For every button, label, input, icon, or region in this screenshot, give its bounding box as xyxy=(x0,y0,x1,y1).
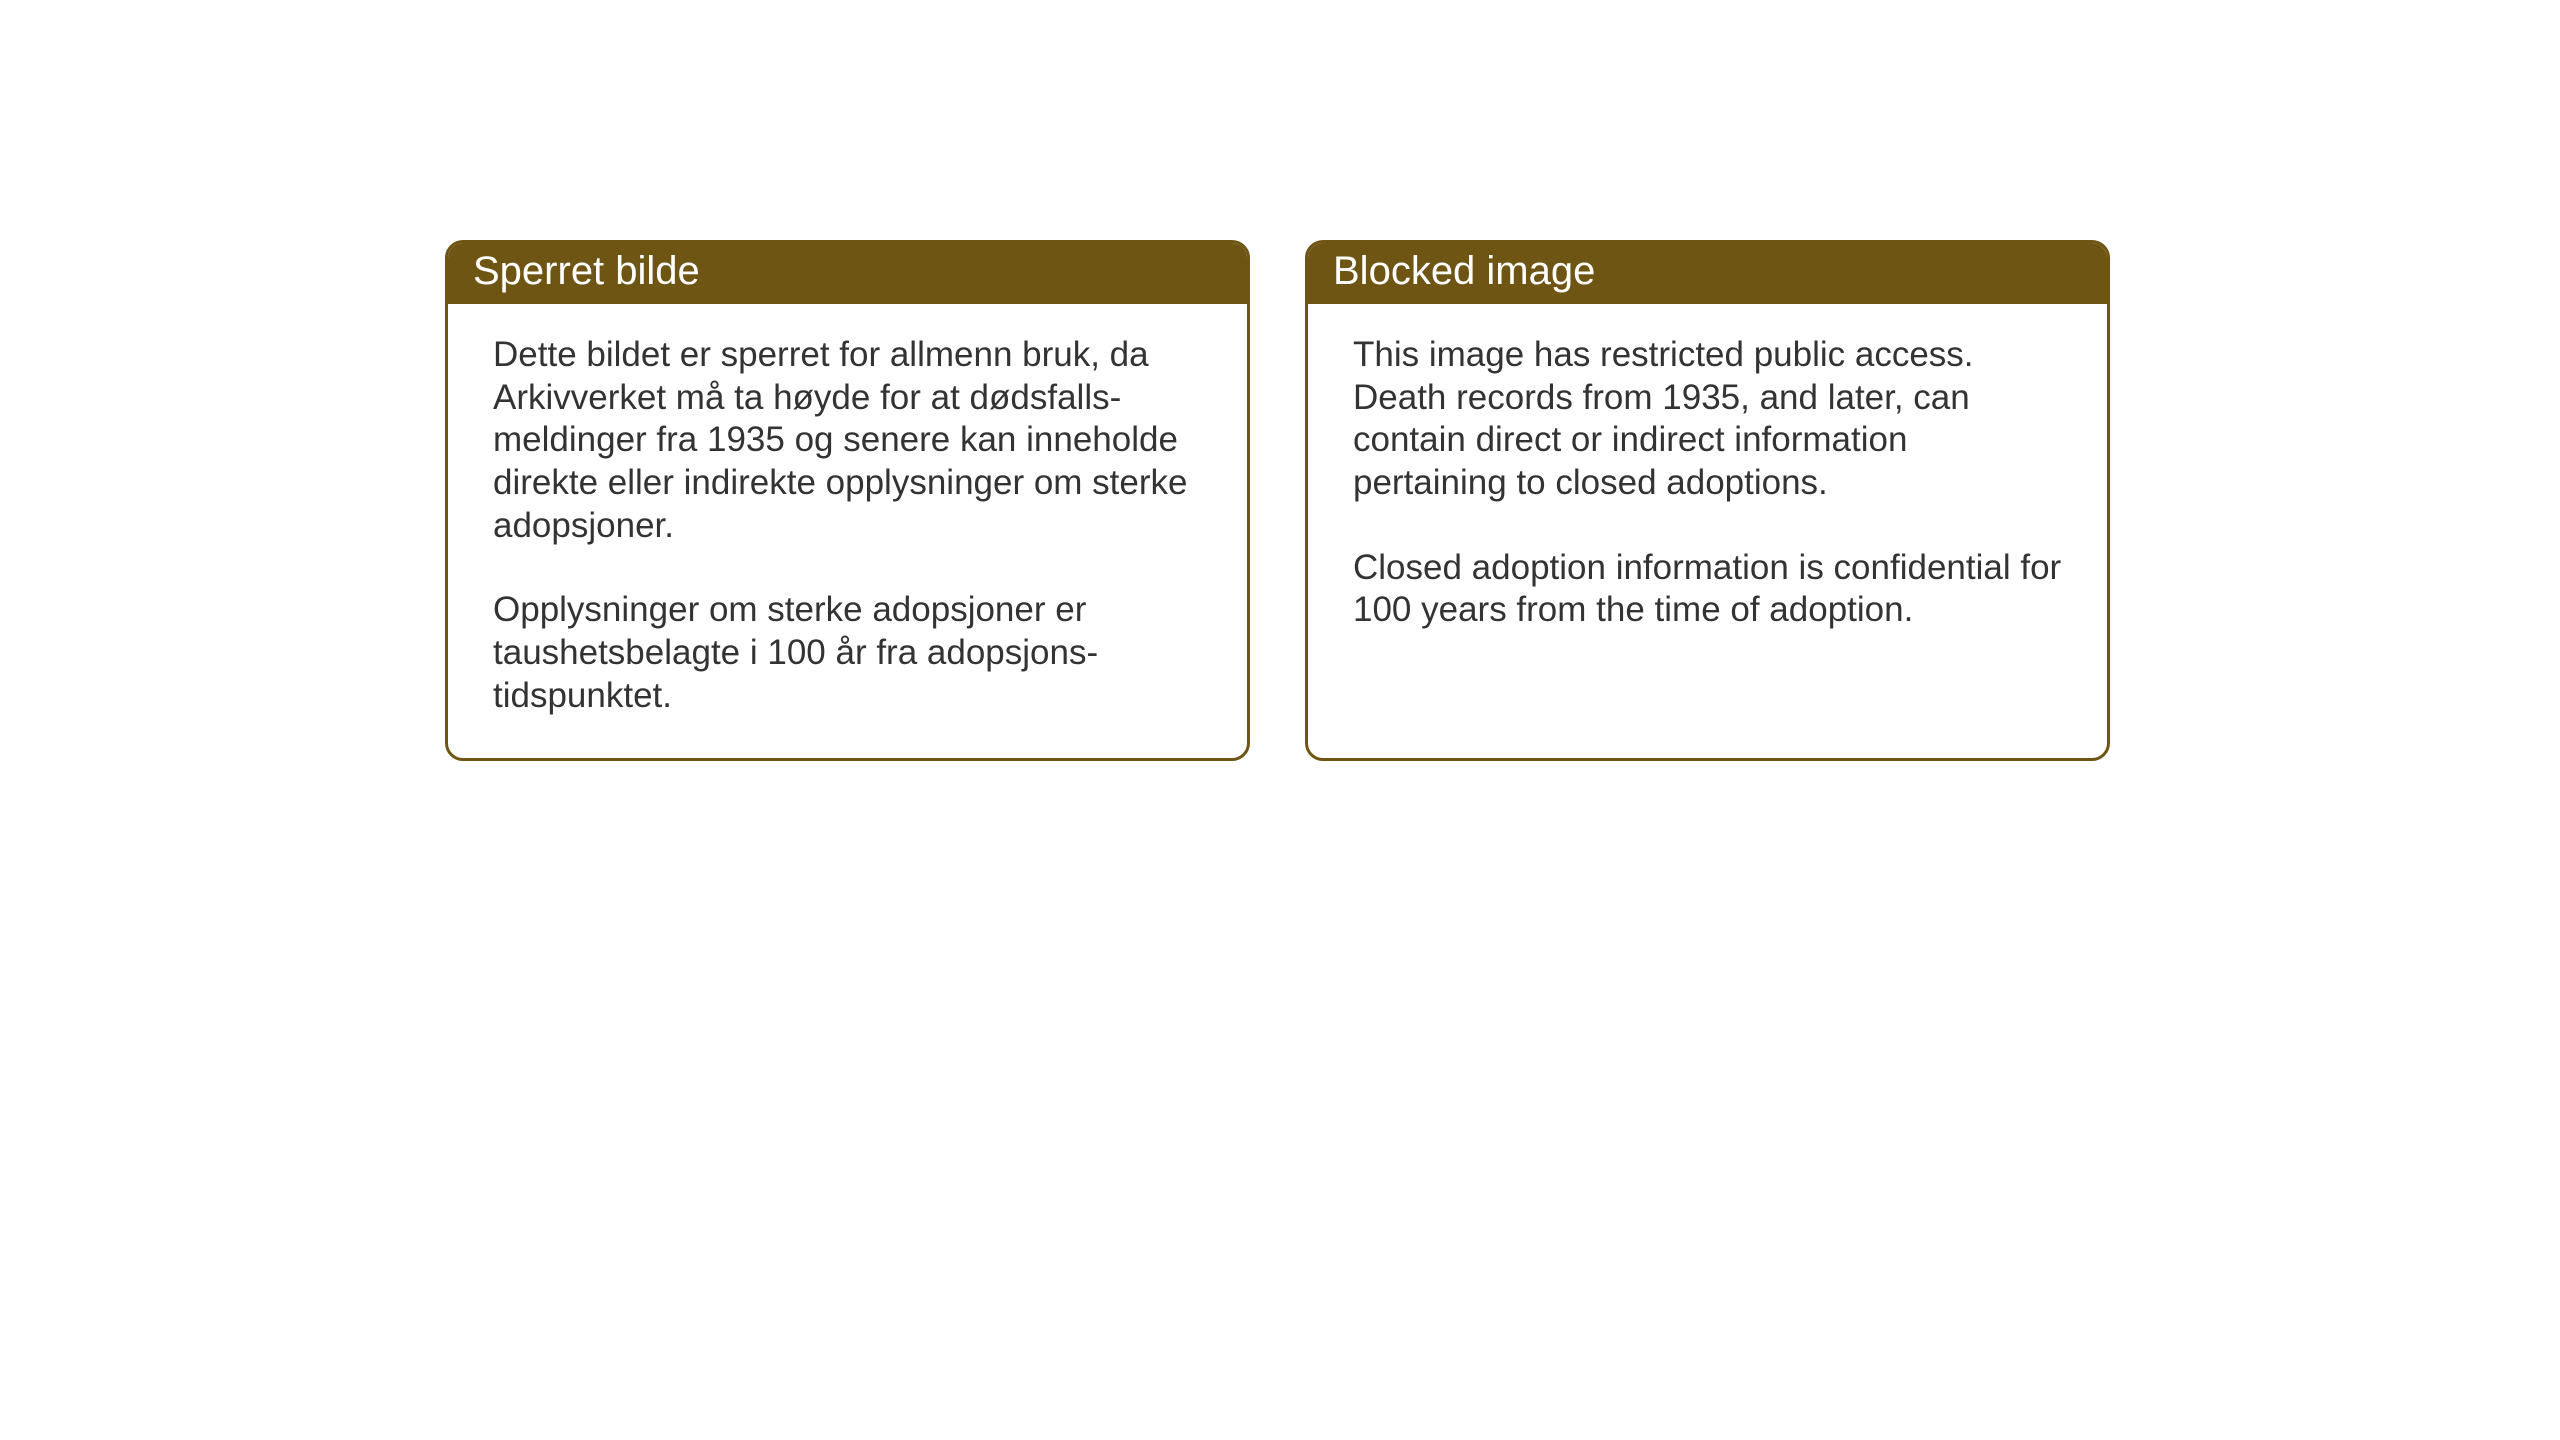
card-title-norwegian: Sperret bilde xyxy=(473,249,700,293)
notice-card-english: Blocked image This image has restricted … xyxy=(1305,240,2110,761)
card-paragraph-1-norwegian: Dette bildet er sperret for allmenn bruk… xyxy=(493,334,1202,547)
card-paragraph-2-english: Closed adoption information is confident… xyxy=(1353,547,2062,632)
card-paragraph-1-english: This image has restricted public access.… xyxy=(1353,334,2062,505)
notice-container: Sperret bilde Dette bildet er sperret fo… xyxy=(445,240,2110,761)
card-body-norwegian: Dette bildet er sperret for allmenn bruk… xyxy=(448,304,1247,758)
card-header-english: Blocked image xyxy=(1308,243,2107,304)
card-title-english: Blocked image xyxy=(1333,249,1595,293)
card-body-english: This image has restricted public access.… xyxy=(1308,304,2107,744)
card-header-norwegian: Sperret bilde xyxy=(448,243,1247,304)
notice-card-norwegian: Sperret bilde Dette bildet er sperret fo… xyxy=(445,240,1250,761)
card-paragraph-2-norwegian: Opplysninger om sterke adopsjoner er tau… xyxy=(493,589,1202,717)
